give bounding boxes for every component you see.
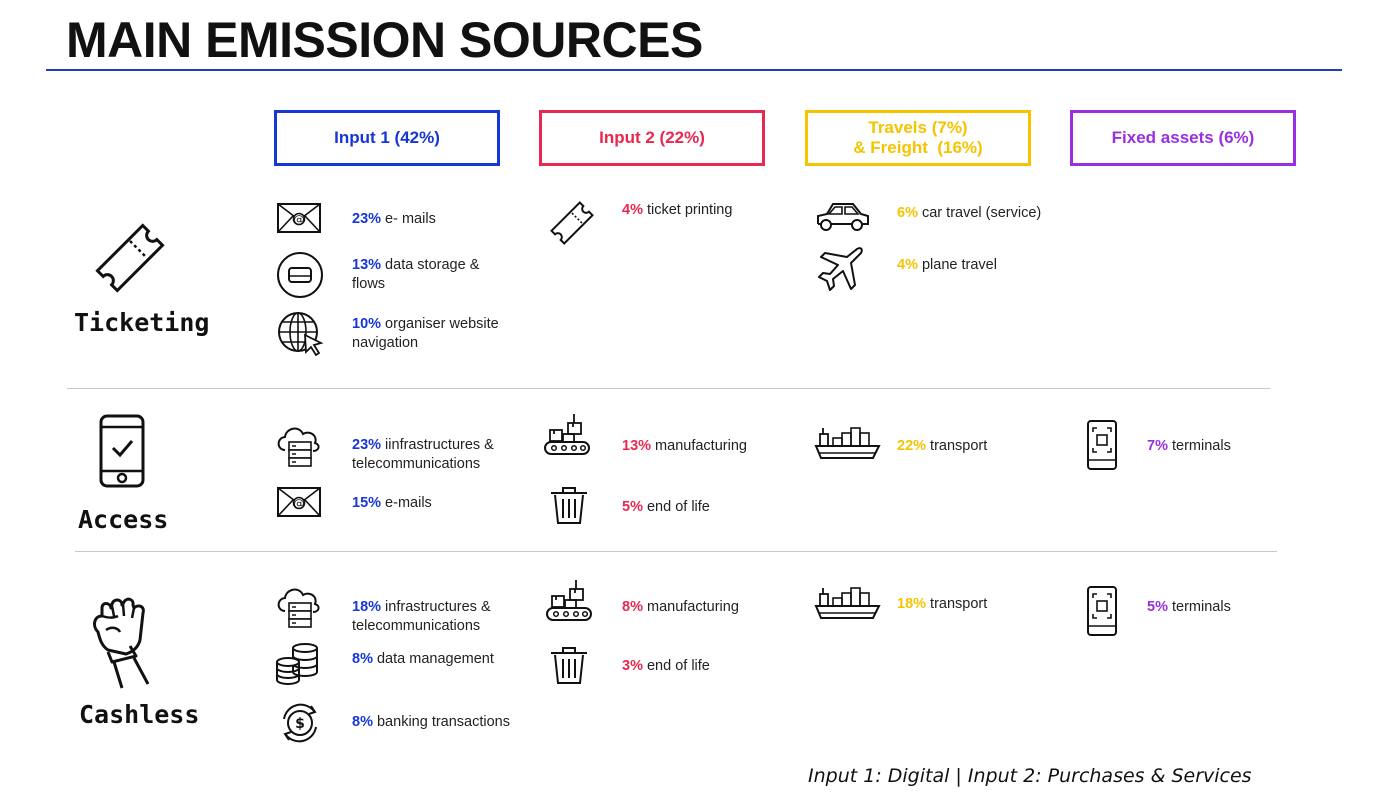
- list-item: 4% plane travel: [897, 257, 997, 273]
- category-freight-label: & Freight (16%): [853, 138, 983, 157]
- list-item: 3% end of life: [622, 658, 710, 674]
- list-item: 18% transport: [897, 596, 988, 612]
- legend-caption: Input 1: Digital | Input 2: Purchases & …: [808, 765, 1252, 787]
- section-label-access: Access: [78, 505, 169, 534]
- list-item: 13% manufacturing: [622, 438, 747, 454]
- trash-icon: [549, 645, 589, 692]
- list-item: 8% banking transactions: [352, 714, 510, 730]
- database-icon: [275, 642, 321, 691]
- ticket-section-icon: [90, 218, 170, 303]
- category-fixed-assets-label: Fixed assets (6%): [1111, 128, 1255, 147]
- phone-check-icon: [98, 413, 148, 494]
- section-label-ticketing: Ticketing: [74, 308, 210, 337]
- category-input-1-label: Input 1 (42%): [334, 128, 440, 147]
- list-item: 6% car travel (service): [897, 205, 1042, 221]
- hard-drive-icon: [276, 251, 324, 304]
- section-label-cashless: Cashless: [79, 700, 200, 729]
- category-travels-freight: Travels (7%) & Freight (16%): [805, 110, 1031, 166]
- page-title: MAIN EMISSION SOURCES: [66, 12, 703, 68]
- envelope-icon: [277, 200, 323, 241]
- list-item: 22% transport: [897, 438, 988, 454]
- envelope-icon: [277, 484, 323, 525]
- list-item: 4% ticket printing: [622, 202, 733, 218]
- category-input-2: Input 2 (22%): [539, 110, 765, 166]
- cloud-server-icon: [275, 585, 325, 636]
- list-item: 10% organiser website navigation: [352, 316, 499, 351]
- car-icon: [815, 200, 871, 241]
- list-item: 5% terminals: [1147, 599, 1231, 615]
- list-item: 15% e-mails: [352, 495, 432, 511]
- trash-icon: [549, 485, 589, 532]
- row-divider: [67, 388, 1270, 389]
- category-fixed-assets: Fixed assets (6%): [1070, 110, 1296, 166]
- list-item: 13% data storage & flows: [352, 257, 480, 292]
- plane-icon: [817, 245, 865, 298]
- list-item: 23% e- mails: [352, 211, 436, 227]
- fist-wristband-icon: [88, 596, 164, 697]
- cloud-server-icon: [275, 424, 325, 475]
- ship-icon: [815, 424, 881, 467]
- list-item: 18% infrastructures & telecommunications: [352, 599, 491, 634]
- terminal-icon: [1087, 586, 1119, 643]
- terminal-icon: [1087, 420, 1119, 477]
- list-item: 5% end of life: [622, 499, 710, 515]
- row-divider: [75, 551, 1277, 552]
- title-underline: [46, 69, 1342, 71]
- list-item: 23% iinfrastructures & telecommunication…: [352, 437, 494, 472]
- list-item: 8% manufacturing: [622, 599, 739, 615]
- dollar-cycle-icon: $: [278, 701, 322, 750]
- category-input-1: Input 1 (42%): [274, 110, 500, 166]
- list-item: 8% data management: [352, 651, 494, 667]
- globe-cursor-icon: [277, 311, 325, 364]
- conveyor-icon: [544, 413, 592, 465]
- ship-icon: [815, 584, 881, 627]
- conveyor-icon: [546, 579, 594, 631]
- category-travels-label: Travels (7%): [868, 118, 968, 137]
- svg-text:$: $: [295, 716, 305, 732]
- list-item: 7% terminals: [1147, 438, 1231, 454]
- ticket-icon: [546, 197, 598, 254]
- category-input-2-label: Input 2 (22%): [599, 128, 705, 147]
